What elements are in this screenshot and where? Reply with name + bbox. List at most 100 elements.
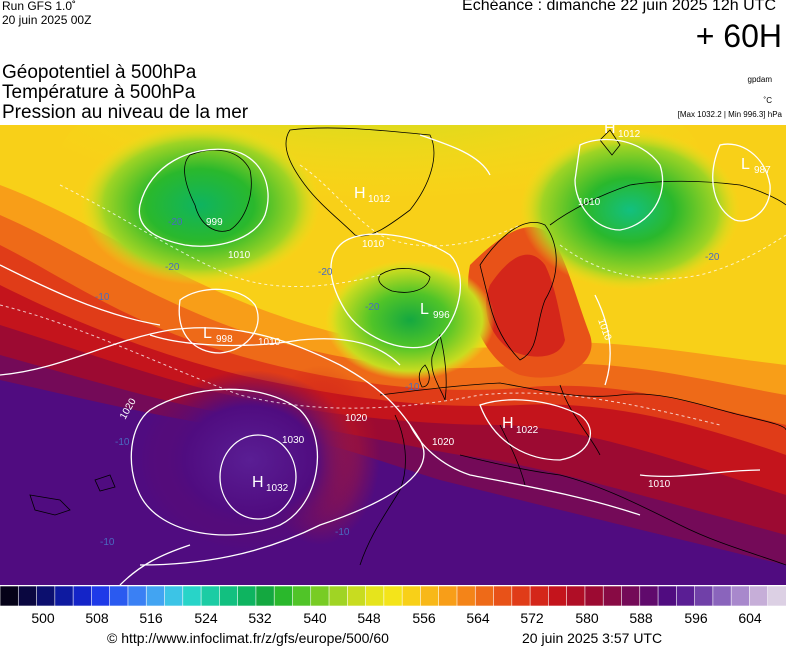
isotherm-label: -10 xyxy=(335,527,350,538)
scale-cell xyxy=(310,586,330,606)
scale-tick: 508 xyxy=(85,610,109,626)
isobar-label: 1010 xyxy=(362,239,385,250)
scale-tick: 572 xyxy=(520,610,544,626)
isobar-label: 1010 xyxy=(228,250,251,261)
svg-text:987: 987 xyxy=(754,165,771,176)
low-center: L 998 xyxy=(203,325,233,345)
scale-cell xyxy=(200,586,221,606)
isotherm-label: -20 xyxy=(365,302,380,313)
svg-text:H: H xyxy=(502,415,514,432)
scale-cell xyxy=(0,586,20,606)
isobar-label: 1020 xyxy=(432,437,455,448)
svg-text:L: L xyxy=(741,156,750,173)
low-center: L 987 xyxy=(741,156,771,176)
high-center: H 1032 xyxy=(252,474,289,494)
scale-cell xyxy=(712,586,733,606)
isotherm-label: -20 xyxy=(318,267,333,278)
isobar-label: 1010 xyxy=(578,197,601,208)
scale-cell xyxy=(237,586,257,606)
isotherm-label: -20 xyxy=(705,252,720,263)
scale-cell xyxy=(72,586,93,606)
source-url: © http://www.infoclimat.fr/z/gfs/europe/… xyxy=(107,630,389,646)
scale-cell xyxy=(145,586,166,606)
scale-cell xyxy=(54,586,75,606)
isobar-label: 1020 xyxy=(345,413,368,424)
isotherm-label: -20 xyxy=(168,217,183,228)
scale-cell xyxy=(694,586,714,606)
color-scale xyxy=(0,586,786,606)
unit-temperature: ˚C xyxy=(763,96,772,105)
scale-cell xyxy=(529,586,550,606)
isotherm-label: -10 xyxy=(100,537,115,548)
high-center: H 1022 xyxy=(502,415,539,436)
svg-text:998: 998 xyxy=(216,334,233,345)
isotherm-label: -20 xyxy=(165,262,180,273)
isotherm-label: -10 xyxy=(95,292,110,303)
scale-cell xyxy=(438,586,458,606)
isotherm-label: -10 xyxy=(405,382,420,393)
svg-text:H: H xyxy=(252,474,264,491)
isotherms xyxy=(0,164,786,426)
isobar-label: 1030 xyxy=(282,435,305,446)
unit-geopotential: gpdam xyxy=(747,75,772,84)
scale-cell xyxy=(365,586,385,606)
scale-cell xyxy=(584,586,605,606)
isobar-label: 1010 xyxy=(258,337,281,348)
isotherm-label: -10 xyxy=(115,437,130,448)
scale-cell xyxy=(749,586,769,606)
scale-cell xyxy=(657,586,678,606)
svg-text:1012: 1012 xyxy=(618,129,641,140)
svg-text:L: L xyxy=(203,325,212,342)
scale-tick: 540 xyxy=(303,610,327,626)
isobars xyxy=(0,134,771,585)
scale-cell xyxy=(164,586,184,606)
svg-text:996: 996 xyxy=(433,310,450,321)
scale-tick: 500 xyxy=(31,610,55,626)
scale-tick: 588 xyxy=(629,610,653,626)
scale-cell xyxy=(182,586,202,606)
scale-cell xyxy=(474,586,495,606)
scale-cell xyxy=(127,586,148,606)
svg-text:1012: 1012 xyxy=(368,194,391,205)
scale-tick: 556 xyxy=(412,610,436,626)
isobar-label: 1010 xyxy=(648,479,671,490)
scale-tick: 532 xyxy=(248,610,272,626)
scale-tick: 564 xyxy=(466,610,490,626)
scale-cell xyxy=(730,586,751,606)
coastlines xyxy=(29,127,786,566)
generation-timestamp: 20 juin 2025 3:57 UTC xyxy=(522,630,663,646)
scale-cell xyxy=(109,586,129,606)
scale-tick: 596 xyxy=(684,610,708,626)
low-center: 999 xyxy=(206,217,223,228)
scale-cell xyxy=(676,586,696,606)
svg-text:H: H xyxy=(354,185,366,202)
scale-cell xyxy=(219,586,239,606)
scale-cell xyxy=(383,586,404,606)
lead-time: + 60H xyxy=(695,18,782,54)
title-geopotential: Géopotentiel à 500hPa xyxy=(2,62,197,83)
scale-cell xyxy=(255,586,276,606)
scale-cell xyxy=(420,586,440,606)
forecast-valid-time: Echéance : dimanche 22 juin 2025 12h UTC xyxy=(462,0,776,14)
scale-cell xyxy=(566,586,586,606)
svg-text:999: 999 xyxy=(206,217,223,228)
scale-cell xyxy=(493,586,513,606)
scale-cell xyxy=(292,586,312,606)
scale-tick: 516 xyxy=(139,610,163,626)
isotherm-labels: -10 -10 -10 -10 -20 -20 -20 -20 -20 -10 xyxy=(95,217,720,548)
scale-tick: 604 xyxy=(738,610,762,626)
scale-cell xyxy=(602,586,623,606)
svg-text:H: H xyxy=(604,125,616,137)
scale-tick: 548 xyxy=(357,610,381,626)
run-label: Run GFS 1.0˚ xyxy=(2,0,77,13)
scale-cell xyxy=(621,586,641,606)
weather-map: 1030 1020 1020 1020 1010 1010 1010 1010 … xyxy=(0,125,786,585)
low-center: L 996 xyxy=(420,301,450,321)
svg-text:1032: 1032 xyxy=(266,483,289,494)
title-pressure: Pression au niveau de la mer xyxy=(2,102,249,123)
pressure-range: [Max 1032.2 | Min 996.3] hPa xyxy=(677,110,782,119)
scale-cell xyxy=(401,586,422,606)
scale-cell xyxy=(548,586,568,606)
scale-cell xyxy=(36,586,56,606)
scale-cell xyxy=(346,586,367,606)
